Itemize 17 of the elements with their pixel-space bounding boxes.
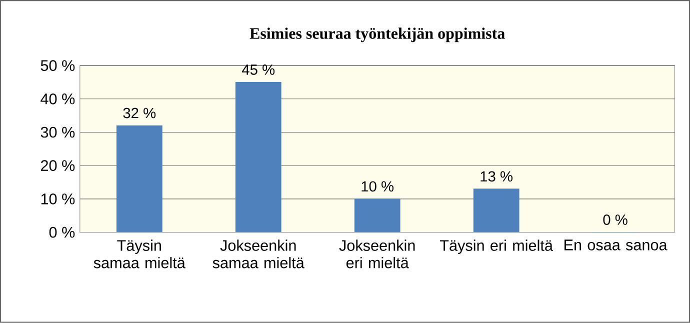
x-tick-label: Jokseenkin samaa mieltä bbox=[212, 240, 304, 268]
data-label: 0 % bbox=[603, 214, 628, 225]
y-tick-label: 40 % bbox=[40, 94, 75, 104]
y-tick-label: 0 % bbox=[49, 226, 75, 238]
x-tick-label: Täysin eri mieltä bbox=[440, 240, 553, 254]
data-label: 32 % bbox=[123, 108, 156, 118]
chart-title: Esimies seuraa työntekijän oppimista bbox=[250, 28, 505, 42]
data-label: 13 % bbox=[480, 171, 512, 182]
x-tick-label: Täysin samaa mieltä bbox=[94, 240, 186, 268]
y-tick-label: 20 % bbox=[41, 160, 75, 172]
y-tick-label: 30 % bbox=[40, 126, 75, 138]
y-tick-label: 10 % bbox=[41, 194, 75, 204]
x-tick-label: Jokseenkin eri mieltä bbox=[339, 240, 415, 268]
x-tick-label: En osaa sanoa bbox=[564, 240, 668, 250]
y-tick-label: 50 % bbox=[40, 60, 75, 72]
data-label: 45 % bbox=[242, 64, 275, 75]
data-label: 10 % bbox=[362, 181, 394, 192]
